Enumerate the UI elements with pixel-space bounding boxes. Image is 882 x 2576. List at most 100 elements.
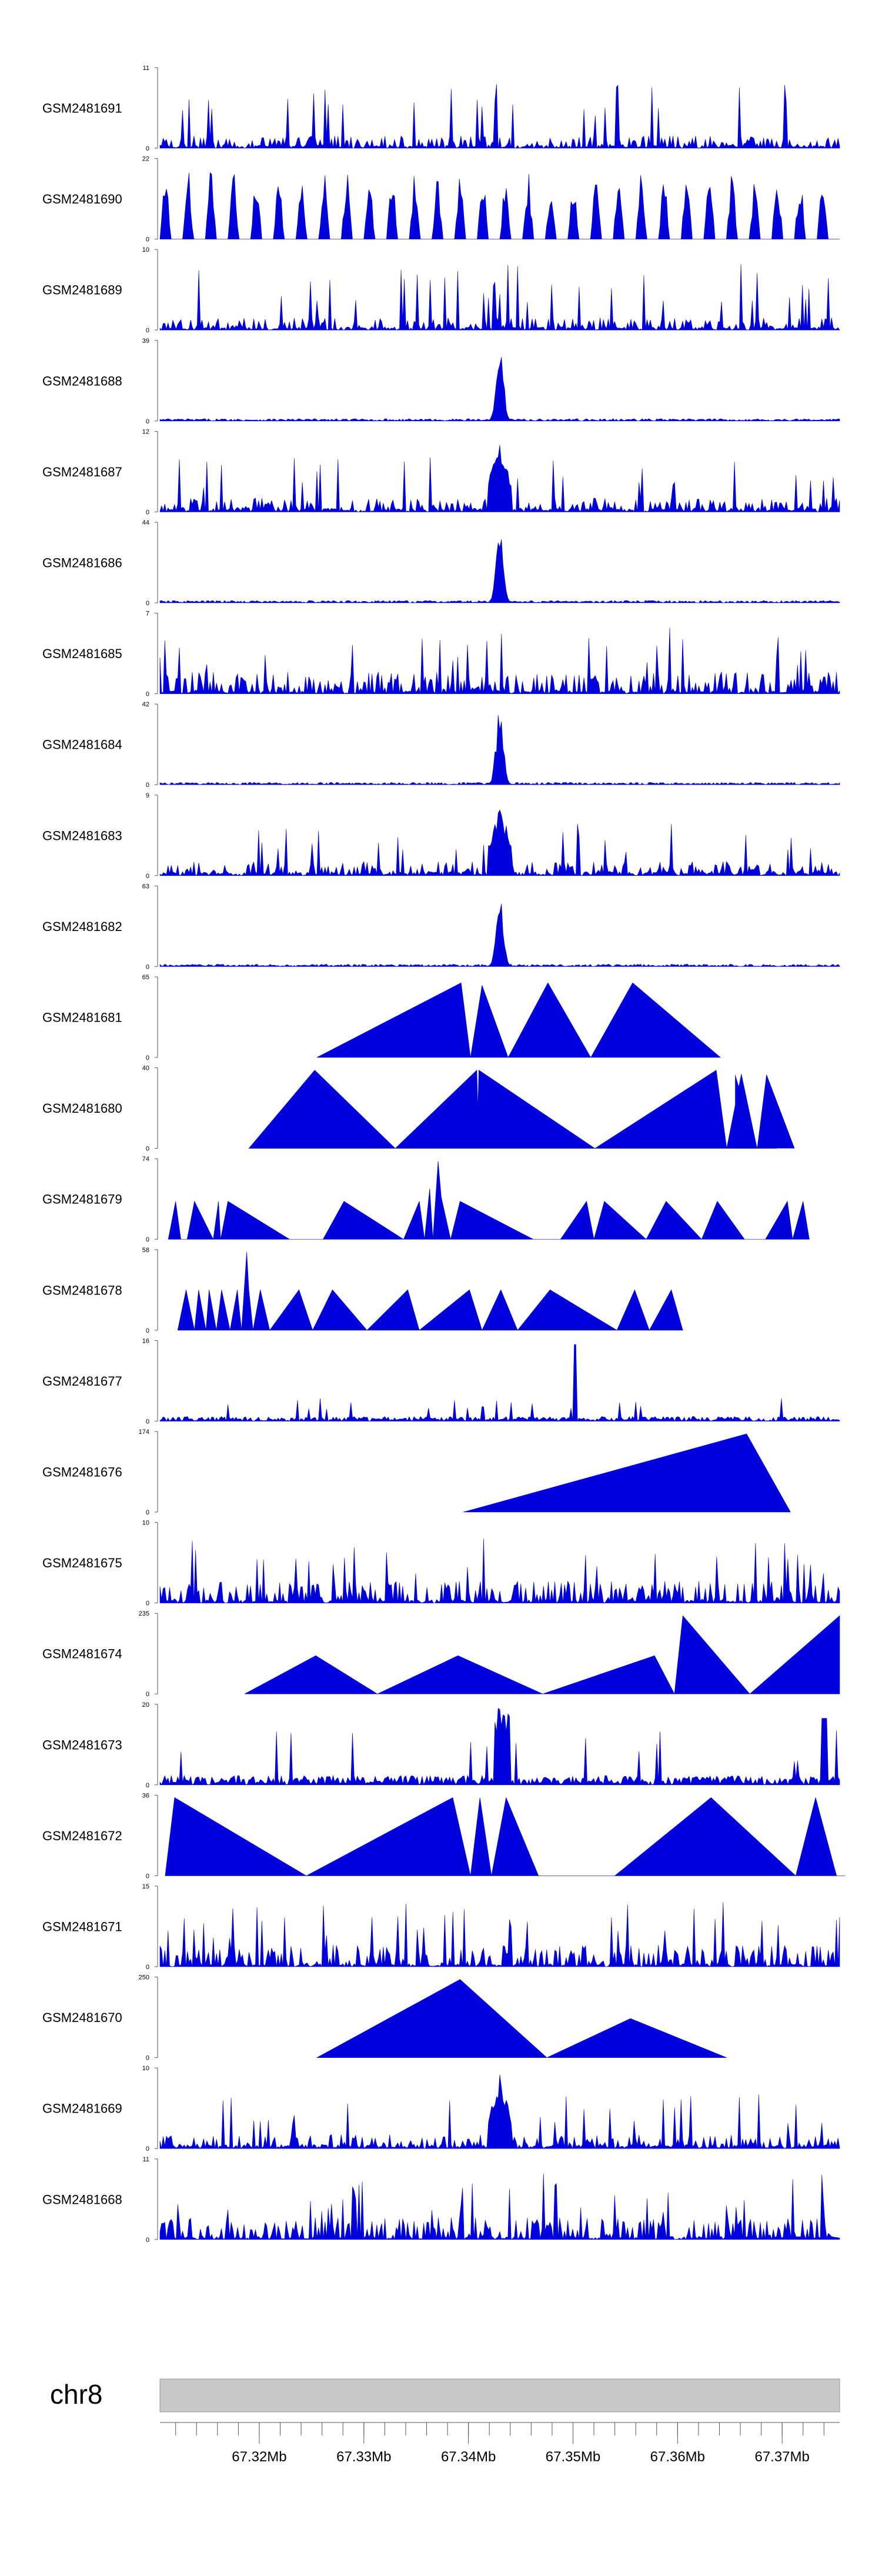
genome-ticks: 67.32Mb 67.33Mb 67.34Mb 67.35Mb 67.36Mb 67.37… [160, 2422, 840, 2465]
y-min-label: 0 [146, 2237, 149, 2244]
y-max-label: 11 [143, 65, 149, 72]
track-GSM2481679: GSM2481679 74 0 [42, 1156, 810, 1243]
signal-area [159, 809, 840, 876]
y-max-label: 63 [142, 883, 149, 890]
y-min-label: 0 [146, 2145, 149, 2153]
track-GSM2481668: GSM2481668 11 0 [42, 2156, 840, 2244]
track-label: GSM2481681 [42, 1010, 122, 1025]
signal-area [159, 1539, 840, 1604]
y-min-label: 0 [146, 1418, 149, 1425]
y-max-label: 10 [142, 246, 149, 253]
genome-tick-label: 67.35Mb [546, 2449, 600, 2465]
signal-area [463, 1433, 791, 1513]
track-label: GSM2481684 [42, 738, 122, 752]
track-label: GSM2481673 [42, 1737, 122, 1752]
y-max-label: 10 [142, 1520, 149, 1527]
track-GSM2481676: GSM2481676 174 0 [42, 1429, 791, 1516]
y-min-label: 0 [146, 600, 149, 607]
track-label: GSM2481675 [42, 1556, 122, 1570]
y-min-label: 0 [146, 1146, 149, 1153]
track-label: GSM2481678 [42, 1283, 122, 1297]
track-label: GSM2481688 [42, 373, 122, 388]
track-GSM2481670: GSM2481670 250 0 [42, 1974, 727, 2062]
y-min-label: 0 [146, 418, 149, 425]
track-label: GSM2481682 [42, 919, 122, 934]
signal-area [159, 445, 840, 513]
y-max-label: 39 [142, 338, 149, 345]
y-min-label: 0 [146, 1964, 149, 1971]
track-label: GSM2481680 [42, 1101, 122, 1116]
track-label: GSM2481679 [42, 1192, 122, 1207]
track-GSM2481678: GSM2481678 58 0 [42, 1247, 683, 1334]
y-min-label: 0 [146, 963, 149, 970]
track-label: GSM2481672 [42, 1828, 122, 1843]
signal-area [316, 982, 721, 1058]
signal-area [316, 1979, 727, 2058]
track-label: GSM2481668 [42, 2192, 122, 2207]
y-min-label: 0 [146, 2055, 149, 2062]
y-min-label: 0 [146, 873, 149, 880]
track-panel: GSM2481691110GSM2481690220GSM2481689100G… [42, 65, 845, 2244]
track-GSM2481683: GSM2481683 9 0 [42, 792, 840, 880]
track-GSM2481681: GSM2481681 65 0 [42, 974, 721, 1062]
y-max-label: 22 [142, 156, 149, 163]
signal-area-extra [735, 1074, 795, 1149]
y-min-label: 0 [146, 1327, 149, 1334]
track-GSM2481684: GSM2481684 42 0 [42, 701, 840, 789]
signal-area [159, 264, 840, 331]
track-label: GSM2481670 [42, 2010, 122, 2025]
y-max-label: 44 [142, 519, 149, 526]
y-min-label: 0 [146, 691, 149, 698]
track-label: GSM2481674 [42, 1647, 122, 1661]
y-min-label: 0 [146, 509, 149, 516]
track-GSM2481682: GSM2481682 63 0 [42, 883, 840, 970]
genome-tick-label: 67.33Mb [336, 2449, 391, 2465]
y-max-label: 174 [139, 1429, 149, 1436]
track-label: GSM2481689 [42, 283, 122, 298]
track-GSM2481691: GSM2481691 11 0 [42, 65, 840, 152]
y-min-label: 0 [146, 236, 149, 243]
track-GSM2481689: GSM2481689 10 0 [42, 246, 840, 334]
y-min-label: 0 [146, 1600, 149, 1607]
track-GSM2481675: GSM2481675 10 0 [42, 1520, 840, 1607]
track-GSM2481680: GSM2481680 40 0 [42, 1065, 795, 1153]
y-min-label: 0 [146, 1691, 149, 1698]
signal-area [159, 84, 840, 149]
y-min-label: 0 [146, 1782, 149, 1789]
genome-tick-label: 67.37Mb [754, 2449, 809, 2465]
track-GSM2481669: GSM2481669 10 0 [42, 2065, 840, 2153]
track-GSM2481688: GSM2481688 39 0 [42, 338, 840, 425]
signal-area [168, 1161, 810, 1240]
signal-area [159, 903, 840, 967]
signal-area [248, 1069, 777, 1149]
track-label: GSM2481671 [42, 1920, 122, 1934]
track-GSM2481674: GSM2481674 235 0 [42, 1610, 840, 1698]
y-min-label: 0 [146, 145, 149, 152]
signal-area [165, 1797, 845, 1876]
signal-area [159, 2173, 840, 2240]
signal-area [177, 1252, 683, 1331]
y-max-label: 235 [139, 1610, 149, 1617]
y-max-label: 12 [142, 428, 149, 435]
signal-area [159, 628, 840, 695]
track-label: GSM2481686 [42, 556, 122, 570]
y-max-label: 20 [142, 1701, 149, 1709]
track-label: GSM2481687 [42, 465, 122, 479]
track-GSM2481673: GSM2481673 20 0 [42, 1701, 840, 1789]
genome-axis: chr8 67.32Mb 67.33Mb 67.34Mb 67.35Mb 67.36Mb… [50, 2378, 840, 2465]
track-label: GSM2481685 [42, 646, 122, 661]
y-max-label: 11 [143, 2156, 149, 2163]
signal-area [159, 1708, 840, 1786]
y-max-label: 42 [142, 701, 149, 708]
y-max-label: 58 [142, 1247, 149, 1254]
y-max-label: 7 [146, 610, 149, 618]
track-GSM2481671: GSM2481671 15 0 [42, 1883, 840, 1971]
signal-area [159, 357, 840, 422]
track-GSM2481690: GSM2481690 22 0 [42, 156, 840, 243]
signal-area [159, 1344, 840, 1422]
genome-tick-label: 67.34Mb [441, 2449, 496, 2465]
track-GSM2481687: GSM2481687 12 0 [42, 428, 840, 516]
y-min-label: 0 [146, 1055, 149, 1062]
y-max-label: 16 [142, 1337, 149, 1344]
